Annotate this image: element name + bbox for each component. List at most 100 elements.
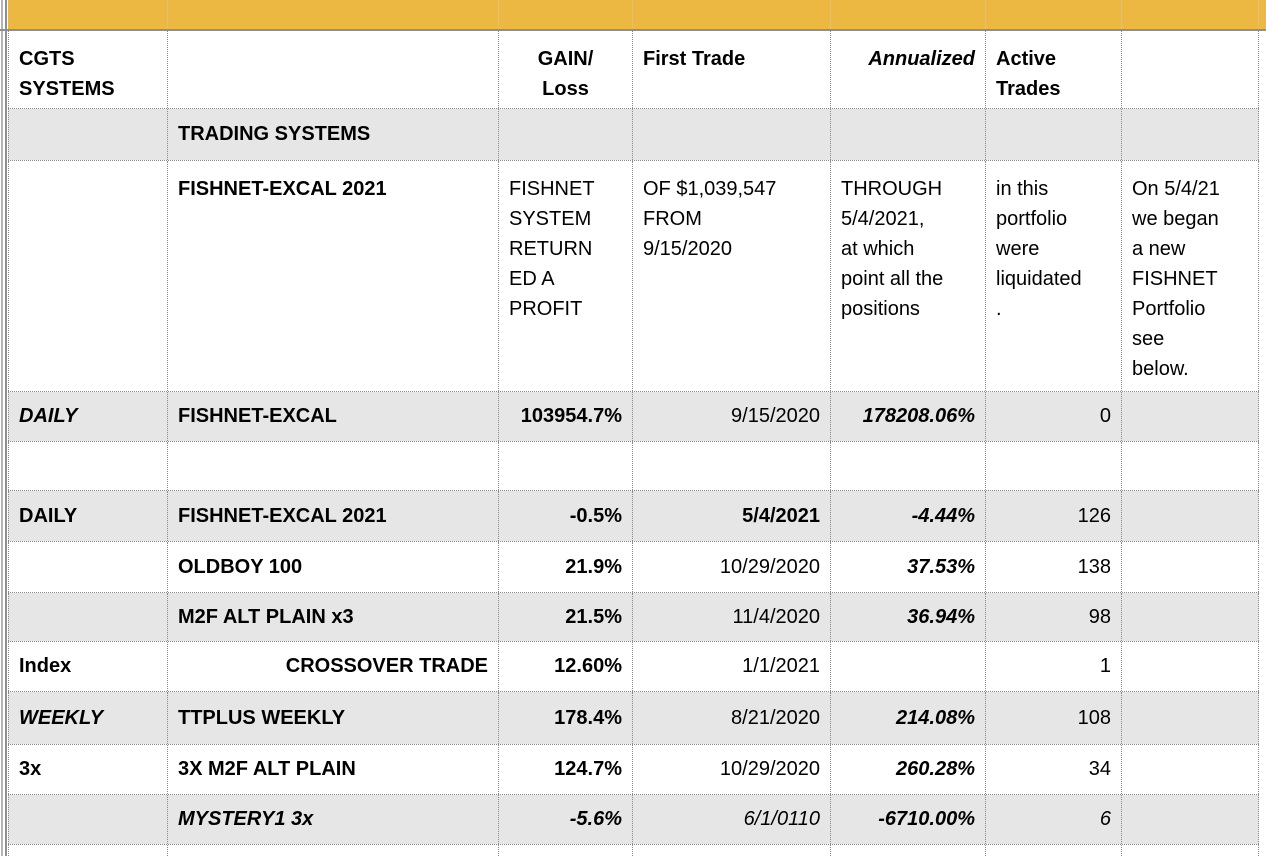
gain-loss-cell[interactable]: -0.5% <box>499 491 633 541</box>
gain-loss-cell[interactable]: -5.6% <box>499 795 633 844</box>
first-trade-cell[interactable]: 10/29/2020 <box>633 542 831 592</box>
gain-loss-cell[interactable] <box>499 109 633 160</box>
period-cell[interactable] <box>8 845 168 856</box>
system-name-cell[interactable]: OLDBOY 100 <box>168 542 499 592</box>
active-trades-cell[interactable]: 108 <box>986 692 1122 744</box>
period-cell[interactable] <box>8 795 168 844</box>
first-trade-cell[interactable] <box>633 442 831 490</box>
active-trades-cell[interactable]: 138 <box>986 542 1122 592</box>
first-trade-cell[interactable]: 8/21/2020 <box>633 692 831 744</box>
period-cell[interactable] <box>8 593 168 641</box>
active-trades-cell[interactable]: in this portfolio were liquidated . <box>986 161 1122 391</box>
gain-loss-cell[interactable] <box>499 442 633 490</box>
annualized-cell[interactable] <box>831 845 986 856</box>
system-name-cell[interactable]: M2F ALT PLAIN x3 <box>168 593 499 641</box>
header-empty[interactable] <box>168 31 499 108</box>
header-empty[interactable] <box>1122 31 1259 108</box>
system-name-cell[interactable]: CROSSOVER TRADE <box>168 642 499 691</box>
header-active-trades[interactable]: Active Trades <box>986 31 1122 108</box>
annualized-cell[interactable]: -4.44% <box>831 491 986 541</box>
annualized-cell[interactable]: 178208.06% <box>831 392 986 441</box>
period-cell[interactable]: Index <box>8 642 168 691</box>
gain-loss-cell[interactable]: 103954.7% <box>499 392 633 441</box>
period-cell[interactable] <box>8 161 168 391</box>
first-trade-cell[interactable]: 1/1/2021 <box>633 642 831 691</box>
note-cell[interactable] <box>1122 542 1259 592</box>
active-trades-cell[interactable]: 98 <box>986 593 1122 641</box>
note-cell[interactable] <box>1122 491 1259 541</box>
note-cell[interactable] <box>1122 642 1259 691</box>
active-trades-cell[interactable] <box>986 845 1122 856</box>
system-name-cell[interactable]: TTPLUS WEEKLY <box>168 692 499 744</box>
note-cell[interactable] <box>1122 392 1259 441</box>
header-first-trade[interactable]: First Trade <box>633 31 831 108</box>
period-cell[interactable]: WEEKLY <box>8 692 168 744</box>
note-cell[interactable] <box>1122 442 1259 490</box>
gain-loss-cell[interactable]: 21.9% <box>499 542 633 592</box>
system-name-cell[interactable]: FISHNET-EXCAL 2021 <box>168 491 499 541</box>
first-trade-cell[interactable]: 6/1/0110 <box>633 795 831 844</box>
annualized-cell[interactable] <box>831 642 986 691</box>
active-trades-cell[interactable]: 0 <box>986 392 1122 441</box>
period-cell[interactable]: DAILY <box>8 392 168 441</box>
gain-loss-cell[interactable]: 21.5% <box>499 593 633 641</box>
period-cell[interactable] <box>8 109 168 160</box>
gain-loss-cell[interactable]: FISHNET SYSTEM RETURN ED A PROFIT <box>499 161 633 391</box>
column-header-cell[interactable] <box>1259 0 1266 29</box>
annualized-cell[interactable] <box>831 442 986 490</box>
system-name-cell[interactable]: MYSTERY1 3x <box>168 795 499 844</box>
column-header-cell[interactable] <box>8 0 168 29</box>
active-trades-cell[interactable]: 6 <box>986 795 1122 844</box>
note-cell[interactable] <box>1122 745 1259 794</box>
system-name-cell[interactable] <box>168 845 499 856</box>
system-name-cell[interactable]: 3X M2F ALT PLAIN <box>168 745 499 794</box>
gain-loss-cell[interactable]: 178.4% <box>499 692 633 744</box>
annualized-cell[interactable]: 214.08% <box>831 692 986 744</box>
period-cell[interactable]: 3x <box>8 745 168 794</box>
gain-loss-cell[interactable]: 12.60% <box>499 642 633 691</box>
active-trades-cell[interactable] <box>986 109 1122 160</box>
first-trade-cell[interactable] <box>633 109 831 160</box>
annualized-cell[interactable]: 37.53% <box>831 542 986 592</box>
note-cell[interactable] <box>1122 692 1259 744</box>
active-trades-cell[interactable]: 1 <box>986 642 1122 691</box>
period-cell[interactable] <box>8 442 168 490</box>
column-header-cell[interactable] <box>499 0 633 29</box>
section-title-cell[interactable]: TRADING SYSTEMS <box>168 109 499 160</box>
gain-loss-cell[interactable]: 124.7% <box>499 745 633 794</box>
first-trade-cell[interactable]: 9/15/2020 <box>633 392 831 441</box>
active-trades-cell[interactable]: 34 <box>986 745 1122 794</box>
note-cell[interactable] <box>1122 109 1259 160</box>
first-trade-cell[interactable] <box>633 845 831 856</box>
first-trade-cell[interactable]: 11/4/2020 <box>633 593 831 641</box>
first-trade-cell[interactable]: 10/29/2020 <box>633 745 831 794</box>
annualized-cell[interactable]: THROUGH 5/4/2021, at which point all the… <box>831 161 986 391</box>
system-name-cell[interactable]: FISHNET-EXCAL <box>168 392 499 441</box>
note-cell[interactable] <box>1122 845 1259 856</box>
active-trades-cell[interactable]: 126 <box>986 491 1122 541</box>
system-name-cell[interactable] <box>168 442 499 490</box>
active-trades-cell[interactable] <box>986 442 1122 490</box>
note-cell[interactable] <box>1122 593 1259 641</box>
note-cell[interactable] <box>1122 795 1259 844</box>
column-header-cell[interactable] <box>831 0 986 29</box>
annualized-cell[interactable]: -6710.00% <box>831 795 986 844</box>
period-cell[interactable] <box>8 542 168 592</box>
annualized-cell[interactable]: 260.28% <box>831 745 986 794</box>
period-cell[interactable]: DAILY <box>8 491 168 541</box>
header-gain-loss[interactable]: GAIN/ Loss <box>499 31 633 108</box>
annualized-cell[interactable]: 36.94% <box>831 593 986 641</box>
note-cell[interactable]: On 5/4/21 we began a new FISHNET Portfol… <box>1122 161 1259 391</box>
header-cgts-systems[interactable]: CGTS SYSTEMS <box>8 31 168 108</box>
gain-loss-cell[interactable] <box>499 845 633 856</box>
first-trade-cell[interactable]: OF $1,039,547 FROM 9/15/2020 <box>633 161 831 391</box>
table-row: DAILY FISHNET-EXCAL 103954.7% 9/15/2020 … <box>8 392 1259 442</box>
column-header-cell[interactable] <box>1122 0 1259 29</box>
system-name-cell[interactable]: FISHNET-EXCAL 2021 <box>168 161 499 391</box>
column-header-cell[interactable] <box>633 0 831 29</box>
first-trade-cell[interactable]: 5/4/2021 <box>633 491 831 541</box>
header-annualized[interactable]: Annualized <box>831 31 986 108</box>
column-header-cell[interactable] <box>986 0 1122 29</box>
annualized-cell[interactable] <box>831 109 986 160</box>
column-header-cell[interactable] <box>168 0 499 29</box>
